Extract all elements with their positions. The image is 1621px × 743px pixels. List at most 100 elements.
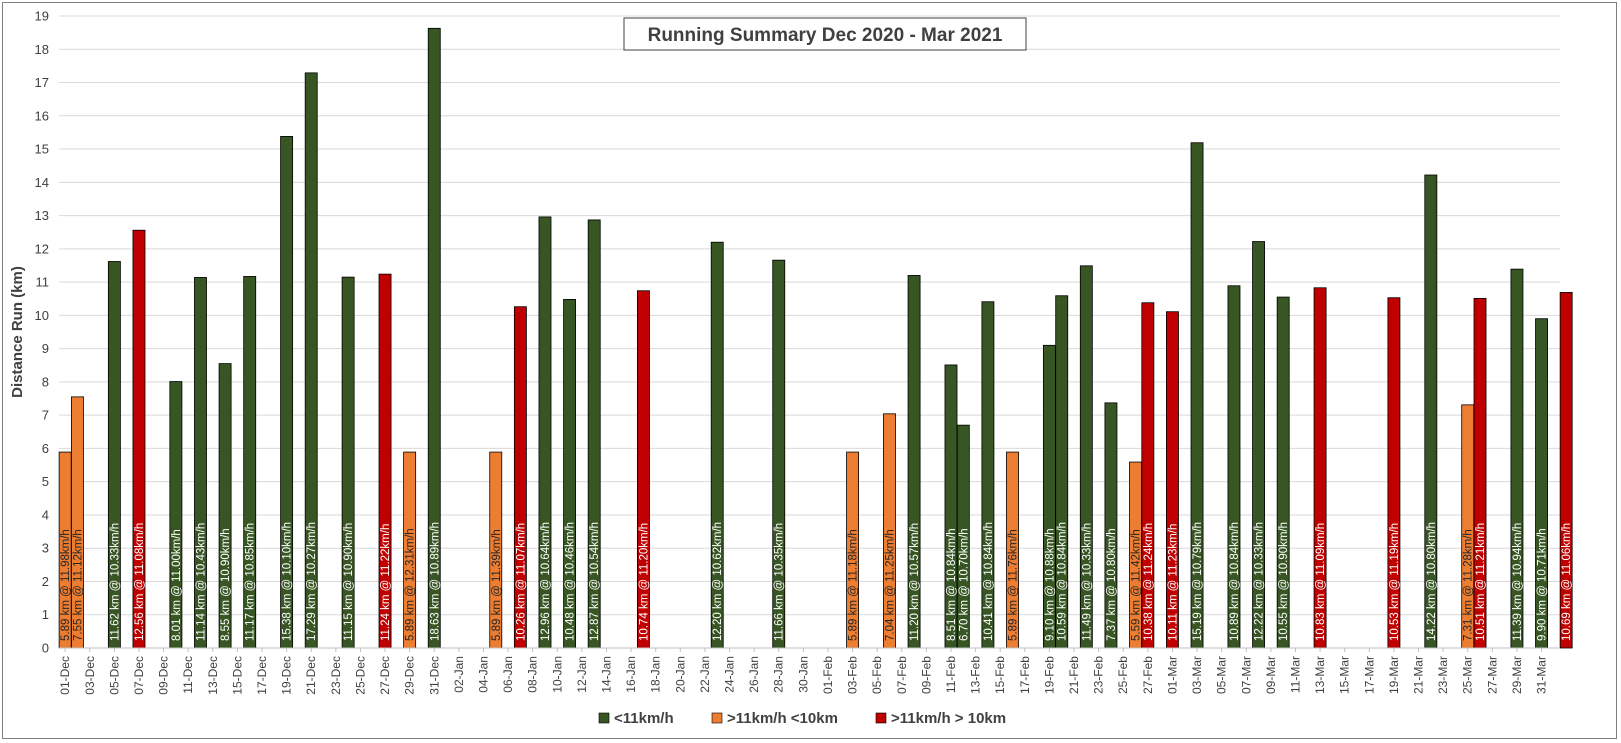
y-tick-label: 15 bbox=[35, 142, 49, 157]
x-tick-label: 22-Jan bbox=[698, 656, 712, 693]
x-tick-label: 18-Jan bbox=[649, 656, 663, 693]
x-tick-label: 09-Mar bbox=[1264, 656, 1278, 694]
x-tick-label: 16-Jan bbox=[624, 656, 638, 693]
y-tick-label: 9 bbox=[42, 341, 49, 356]
x-tick-label: 19-Feb bbox=[1042, 656, 1056, 694]
x-tick-label: 28-Jan bbox=[772, 656, 786, 693]
x-tick-label: 31-Mar bbox=[1535, 656, 1549, 694]
x-tick-label: 13-Feb bbox=[969, 656, 983, 694]
x-tick-label: 01-Dec bbox=[58, 656, 72, 695]
x-tick-label: 19-Dec bbox=[280, 656, 294, 695]
legend-swatch bbox=[875, 712, 887, 724]
x-tick-label: 15-Dec bbox=[230, 656, 244, 695]
x-tick-label: 02-Jan bbox=[452, 656, 466, 693]
x-tick-label: 25-Feb bbox=[1116, 656, 1130, 694]
title-border bbox=[623, 17, 1027, 51]
bar-data-label: 11.49 km @ 10.33km/h bbox=[1081, 523, 1093, 641]
bar-data-label: 5.89 km @ 11.98km/h bbox=[60, 529, 72, 641]
legend-label: >11km/h <10km bbox=[727, 710, 838, 727]
bar-data-label: 10.83 km @ 11.09km/h bbox=[1315, 523, 1327, 641]
y-tick-label: 5 bbox=[42, 474, 49, 489]
legend-label: <11km/h bbox=[614, 710, 674, 727]
bar-data-label: 10.38 km @ 11.24km/h bbox=[1143, 523, 1155, 641]
bar-data-label: 8.55 km @ 10.90km/h bbox=[220, 528, 232, 641]
y-tick-label: 6 bbox=[42, 441, 49, 456]
bar-data-label: 11.24 km @ 11.22km/h bbox=[380, 524, 392, 641]
bar-data-label: 11.17 km @ 10.85km/h bbox=[245, 523, 257, 641]
bar-data-label: 10.89 km @ 10.84km/h bbox=[1229, 522, 1241, 641]
bar-data-label: 11.39 km @ 10.94km/h bbox=[1512, 523, 1524, 641]
bar-data-label: 5.89 km @ 12.31km/h bbox=[405, 528, 417, 641]
bar-data-label: 8.51 km @ 10.84km/h bbox=[946, 528, 958, 641]
bar-data-label: 7.37 km @ 10.80km/h bbox=[1106, 528, 1118, 641]
x-tick-label: 13-Dec bbox=[206, 656, 220, 695]
x-tick-label: 17-Dec bbox=[255, 656, 269, 695]
x-tick-label: 01-Mar bbox=[1165, 656, 1179, 694]
y-tick-label: 12 bbox=[35, 241, 49, 256]
chart-title-box: Running Summary Dec 2020 - Mar 2021 bbox=[623, 17, 1027, 51]
x-tick-label: 21-Mar bbox=[1412, 656, 1426, 694]
x-tick-label: 20-Jan bbox=[673, 656, 687, 693]
x-tick-label: 23-Mar bbox=[1436, 656, 1450, 694]
y-tick-label: 3 bbox=[42, 541, 49, 556]
x-tick-label: 23-Feb bbox=[1092, 656, 1106, 694]
x-tick-label: 19-Mar bbox=[1387, 656, 1401, 694]
y-tick-label: 10 bbox=[35, 308, 49, 323]
bar-data-label: 5.59 km @ 11.42km/h bbox=[1131, 529, 1143, 641]
bar-data-label: 7.31 km @ 11.28km/h bbox=[1463, 529, 1475, 641]
x-tick-label: 15-Mar bbox=[1338, 656, 1352, 694]
y-tick-label: 0 bbox=[42, 641, 49, 656]
x-tick-label: 04-Jan bbox=[476, 656, 490, 693]
bar-data-label: 6.70 km @ 10.70km/h bbox=[958, 528, 970, 641]
bar-data-label: 9.10 km @ 10.88km/h bbox=[1044, 528, 1056, 641]
x-tick-label: 03-Mar bbox=[1190, 656, 1204, 694]
x-tick-label: 29-Dec bbox=[403, 656, 417, 695]
bar-data-label: 10.53 km @ 11.19km/h bbox=[1389, 523, 1401, 641]
x-tick-label: 25-Mar bbox=[1461, 656, 1475, 694]
bar-data-label: 10.48 km @ 10.46km/h bbox=[565, 522, 577, 641]
x-tick-label: 21-Feb bbox=[1067, 656, 1081, 694]
bar-data-label: 12.22 km @ 10.33km/h bbox=[1254, 522, 1266, 641]
x-tick-label: 08-Jan bbox=[526, 656, 540, 693]
bar-data-label: 10.41 km @ 10.84km/h bbox=[983, 522, 995, 641]
y-tick-label: 14 bbox=[35, 175, 49, 190]
x-tick-label: 26-Jan bbox=[747, 656, 761, 693]
bar-data-label: 12.87 km @ 10.54km/h bbox=[589, 522, 601, 641]
x-tick-label: 03-Dec bbox=[83, 656, 97, 695]
y-tick-label: 13 bbox=[35, 208, 49, 223]
bar-data-label: 14.22 km @ 10.80km/h bbox=[1426, 522, 1438, 641]
x-tick-label: 27-Mar bbox=[1485, 656, 1499, 694]
x-tick-label: 03-Feb bbox=[846, 656, 860, 694]
legend-swatch bbox=[711, 712, 723, 724]
x-tick-label: 25-Dec bbox=[353, 656, 367, 695]
y-tick-label: 17 bbox=[35, 75, 49, 90]
bar-data-label: 18.63 km @ 10.89km/h bbox=[429, 522, 441, 641]
bar-data-label: 10.74 km @ 11.20km/h bbox=[638, 523, 650, 641]
chart-title: Running Summary Dec 2020 - Mar 2021 bbox=[648, 25, 1003, 46]
bars: 5.89 km @ 11.98km/h 7.55 km @ 11.12km/h 11… bbox=[58, 27, 1573, 649]
x-tick-label: 11-Feb bbox=[944, 656, 958, 693]
bar-data-label: 10.69 km @ 11.06km/h bbox=[1561, 523, 1573, 641]
bar-data-label: 11.66 km @ 10.35km/h bbox=[774, 523, 786, 641]
x-tick-label: 05-Dec bbox=[107, 656, 121, 695]
legend: <11km/h >11km/h <10km >11km/h > 10km bbox=[598, 710, 1006, 727]
x-tick-label: 01-Feb bbox=[821, 656, 835, 694]
bar bbox=[1559, 292, 1573, 649]
bar-data-label: 10.51 km @ 11.21km/h bbox=[1475, 523, 1487, 641]
bar-data-label: 12.56 km @ 11.08km/h bbox=[134, 523, 146, 641]
x-tick-label: 06-Jan bbox=[501, 656, 515, 693]
x-tick-label: 11-Dec bbox=[181, 656, 195, 694]
y-tick-label: 18 bbox=[35, 42, 49, 57]
x-axis-ticks: 01-Dec 03-Dec 05-Dec 07-Dec 09-Dec 11-Dec 13-D… bbox=[58, 648, 1549, 695]
y-tick-label: 19 bbox=[35, 9, 49, 24]
bar-data-label: 11.15 km @ 10.90km/h bbox=[343, 523, 355, 641]
x-tick-label: 10-Jan bbox=[550, 656, 564, 693]
x-tick-label: 23-Dec bbox=[329, 656, 343, 695]
x-tick-label: 13-Mar bbox=[1313, 656, 1327, 694]
x-tick-label: 31-Dec bbox=[427, 656, 441, 695]
bar-data-label: 12.20 km @ 10.62km/h bbox=[712, 522, 724, 641]
x-tick-label: 17-Feb bbox=[1018, 656, 1032, 694]
